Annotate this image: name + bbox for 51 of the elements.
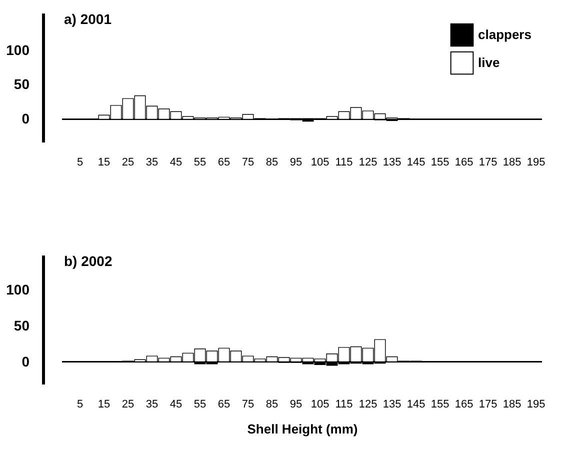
x-tick-label: 65 (218, 398, 230, 410)
x-tick-label: 105 (310, 398, 330, 410)
x-tick-label: 35 (146, 156, 158, 168)
x-tick-label: 135 (382, 156, 402, 168)
x-tick-label: 165 (454, 156, 474, 168)
y-tick-label: 0 (22, 353, 30, 370)
x-tick-label: 25 (122, 156, 134, 168)
x-tick-label: 155 (430, 398, 450, 410)
x-tick-label: 25 (122, 398, 134, 410)
x-tick-label: 125 (358, 398, 378, 410)
x-tick-label: 85 (266, 156, 278, 168)
x-tick-label: 45 (170, 156, 182, 168)
legend-label: clappers (478, 27, 532, 42)
legend-label: live (478, 55, 500, 70)
x-axis-title: Shell Height (mm) (247, 422, 358, 436)
x-tick-label: 15 (98, 398, 110, 410)
x-tick-label: 195 (526, 398, 546, 410)
x-tick-label: 115 (335, 398, 353, 410)
x-tick-label: 165 (454, 398, 474, 410)
x-tick-label: 115 (335, 156, 353, 168)
x-tick-label: 135 (382, 398, 402, 410)
x-tick-label: 175 (478, 156, 498, 168)
x-tick-label: 185 (502, 156, 522, 168)
x-tick-label: 45 (170, 398, 182, 410)
x-tick-label: 95 (290, 398, 302, 410)
x-tick-label: 185 (502, 398, 522, 410)
chart-title: b) 2002 (64, 253, 112, 269)
y-tick-label: 100 (6, 42, 30, 58)
x-tick-label: 75 (242, 156, 254, 168)
y-tick-label: 100 (6, 282, 30, 298)
x-tick-label: 175 (478, 398, 498, 410)
x-tick-label: 145 (406, 156, 426, 168)
chart-title: a) 2001 (64, 11, 112, 27)
x-tick-label: 5 (76, 156, 84, 168)
x-tick-label: 195 (526, 156, 546, 168)
x-tick-label: 5 (76, 398, 84, 410)
x-tick-label: 125 (358, 156, 378, 168)
x-tick-label: 105 (310, 156, 330, 168)
x-tick-label: 35 (146, 398, 158, 410)
x-tick-label: 55 (194, 156, 206, 168)
x-tick-label: 155 (430, 156, 450, 168)
y-tick-label: 0 (22, 110, 30, 127)
x-tick-label: 145 (406, 398, 426, 410)
y-tick-label: 50 (14, 317, 30, 334)
x-tick-label: 55 (194, 398, 206, 410)
x-tick-label: 75 (242, 398, 254, 410)
y-tick-label: 50 (14, 76, 30, 92)
x-tick-label: 65 (218, 156, 230, 168)
x-tick-label: 95 (290, 156, 302, 168)
x-tick-label: 15 (98, 156, 110, 168)
x-tick-label: 85 (266, 398, 278, 410)
